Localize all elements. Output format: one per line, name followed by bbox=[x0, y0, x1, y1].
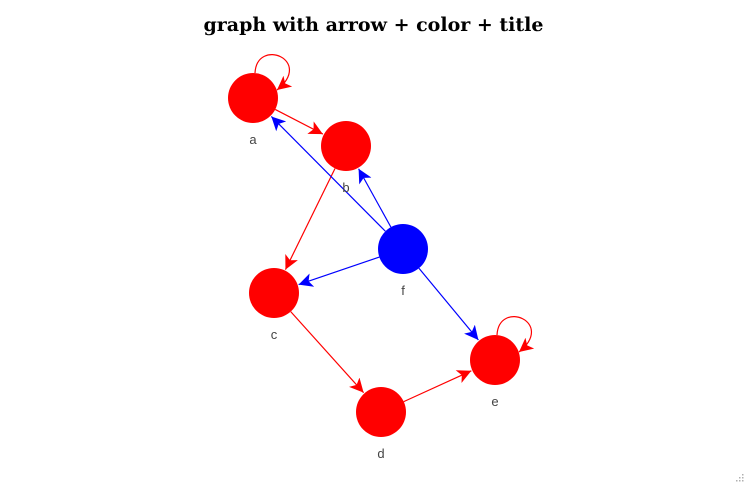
node-label-a: a bbox=[249, 132, 257, 147]
edge-b-c bbox=[284, 168, 336, 270]
node-a[interactable] bbox=[228, 73, 278, 123]
node-d[interactable] bbox=[356, 387, 406, 437]
node-f[interactable] bbox=[378, 224, 428, 274]
edge-f-e bbox=[418, 267, 479, 341]
edge-a-a bbox=[254, 54, 293, 91]
edge-d-e bbox=[403, 370, 472, 403]
edge-f-b bbox=[358, 168, 392, 228]
node-label-c: c bbox=[271, 327, 278, 342]
node-c[interactable] bbox=[249, 268, 299, 318]
edge-f-a bbox=[270, 116, 386, 232]
nodes-layer: a b c d e f bbox=[228, 73, 520, 461]
node-b[interactable] bbox=[321, 121, 371, 171]
node-label-d: d bbox=[377, 446, 384, 461]
resize-grip-icon[interactable] bbox=[734, 472, 744, 482]
node-e[interactable] bbox=[470, 335, 520, 385]
edge-a-b bbox=[274, 108, 324, 135]
node-label-f: f bbox=[401, 283, 405, 298]
node-label-b: b bbox=[342, 180, 349, 195]
edges-layer bbox=[254, 54, 535, 403]
graph-title: graph with arrow + color + title bbox=[203, 14, 544, 36]
edge-e-e bbox=[496, 316, 535, 353]
edge-f-c bbox=[298, 256, 380, 287]
node-label-e: e bbox=[491, 394, 498, 409]
edge-c-d bbox=[290, 311, 365, 394]
